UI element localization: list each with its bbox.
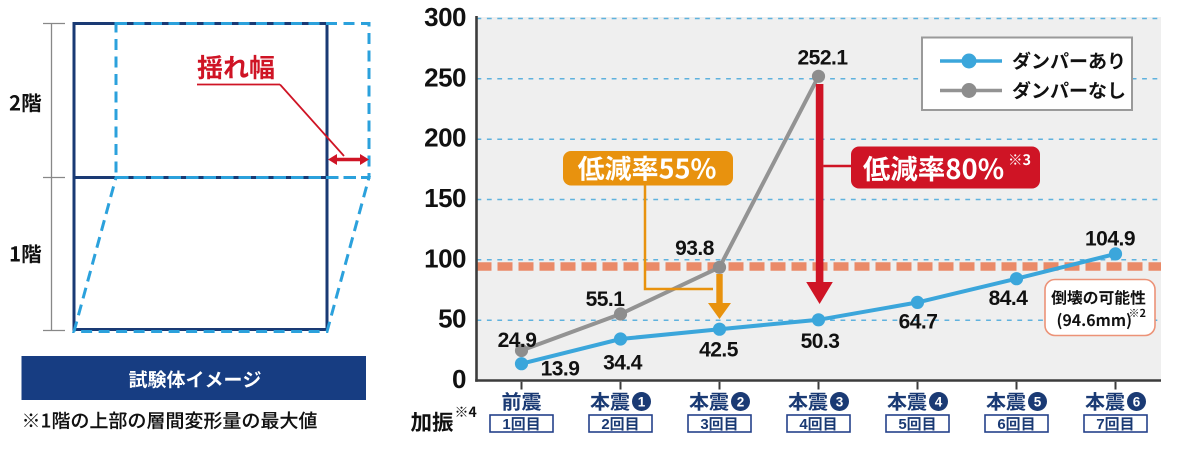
svg-text:104.9: 104.9 <box>1085 228 1135 251</box>
svg-text:200: 200 <box>424 123 466 153</box>
svg-text:34.4: 34.4 <box>603 352 643 375</box>
svg-text:100: 100 <box>424 243 466 273</box>
svg-text:42.5: 42.5 <box>699 339 739 362</box>
svg-text:84.4: 84.4 <box>989 287 1029 310</box>
svg-text:300: 300 <box>424 2 466 32</box>
svg-text:0: 0 <box>452 364 466 394</box>
svg-text:3: 3 <box>836 394 844 409</box>
svg-text:93.8: 93.8 <box>675 237 715 260</box>
svg-text:6: 6 <box>997 416 1005 433</box>
svg-text:4: 4 <box>935 394 943 409</box>
svg-text:6: 6 <box>1133 394 1141 409</box>
svg-text:5: 5 <box>898 416 906 433</box>
svg-text:7: 7 <box>1096 416 1104 433</box>
svg-text:3: 3 <box>700 416 708 433</box>
svg-text:5: 5 <box>1034 394 1042 409</box>
svg-text:150: 150 <box>424 183 466 213</box>
svg-text:50: 50 <box>438 304 466 334</box>
svg-text:1: 1 <box>638 394 646 409</box>
svg-text:50.3: 50.3 <box>801 330 840 353</box>
svg-text:24.9: 24.9 <box>498 329 537 352</box>
svg-text:64.7: 64.7 <box>899 311 938 334</box>
svg-text:4: 4 <box>799 416 808 433</box>
svg-text:2: 2 <box>737 394 745 409</box>
svg-text:1: 1 <box>502 416 510 433</box>
svg-text:13.9: 13.9 <box>541 358 580 381</box>
svg-text:252.1: 252.1 <box>797 47 848 70</box>
svg-text:2: 2 <box>601 416 609 433</box>
svg-text:55.1: 55.1 <box>586 288 626 311</box>
svg-text:250: 250 <box>424 62 466 92</box>
